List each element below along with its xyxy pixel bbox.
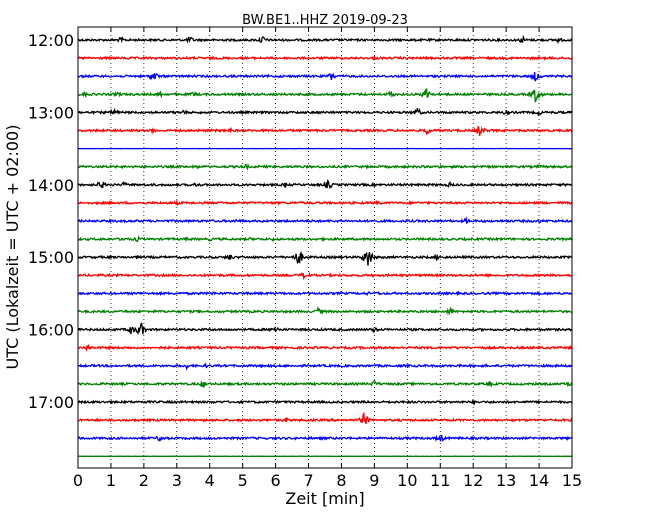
y-tick-label: 15:00 (28, 248, 74, 267)
x-tick-label: 15 (562, 471, 582, 490)
trace-15:45 (78, 305, 573, 316)
x-tick-label: 2 (139, 471, 149, 490)
trace-13:15 (77, 125, 573, 137)
y-tick-label: 12:00 (28, 31, 74, 50)
trace-12:15 (77, 54, 573, 61)
x-tick-label: 6 (271, 471, 281, 490)
trace-16:45 (77, 379, 573, 388)
y-tick-label: 13:00 (28, 103, 74, 122)
trace-14:30 (77, 216, 573, 225)
x-tick-label: 7 (303, 471, 313, 490)
x-axis-ticks: 0 1 2 3 4 5 6 7 8 9 10 11 12 13 14 15 (73, 27, 582, 490)
x-tick-label: 4 (205, 471, 215, 490)
trace-14:00 (77, 178, 573, 190)
x-tick-label: 11 (430, 471, 450, 490)
y-tick-label: 14:00 (28, 176, 74, 195)
trace-12:30 (77, 72, 573, 82)
trace-13:45 (77, 163, 572, 171)
trace-17:15 (77, 411, 573, 425)
x-tick-label: 5 (238, 471, 248, 490)
trace-17:00 (77, 399, 573, 406)
x-tick-label: 1 (106, 471, 116, 490)
trace-15:00 (77, 250, 573, 266)
x-axis-label: Zeit [min] (285, 489, 364, 508)
y-axis-ticks: 12:00 13:00 14:00 15:00 16:00 17:00 (28, 31, 572, 412)
trace-16:30 (77, 362, 573, 371)
seismic-traces (77, 34, 573, 458)
trace-15:15 (77, 271, 573, 281)
chart-title: BW.BE1..HHZ 2019-09-23 (242, 13, 408, 28)
x-tick-label: 10 (397, 471, 417, 490)
trace-14:15 (77, 199, 573, 207)
x-tick-label: 14 (529, 471, 549, 490)
trace-15:30 (77, 290, 573, 297)
y-axis-label: UTC (Lokalzeit = UTC + 02:00) (3, 125, 22, 370)
x-tick-label: 13 (496, 471, 516, 490)
x-tick-label: 12 (463, 471, 483, 490)
trace-12:00 (77, 34, 572, 45)
grid-lines (110, 27, 540, 468)
trace-12:45 (77, 88, 573, 103)
trace-13:00 (77, 107, 573, 117)
plot-area-frame (77, 26, 573, 469)
y-tick-label: 17:00 (28, 393, 74, 412)
x-tick-label: 8 (336, 471, 346, 490)
x-tick-label: 9 (369, 471, 379, 490)
trace-14:45 (77, 235, 573, 243)
x-tick-label: 0 (73, 471, 83, 490)
trace-16:00 (77, 322, 573, 335)
trace-17:30 (77, 434, 573, 443)
y-tick-label: 16:00 (28, 321, 74, 340)
trace-16:15 (77, 343, 573, 352)
x-tick-label: 3 (172, 471, 182, 490)
